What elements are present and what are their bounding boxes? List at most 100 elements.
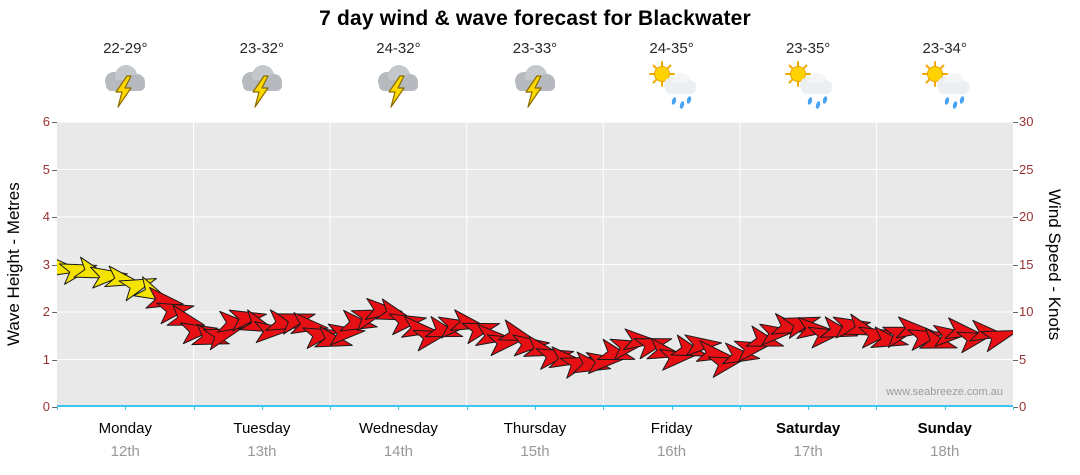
day-label-thursday: Thursday	[503, 420, 567, 437]
day-label-friday: Friday	[650, 420, 693, 437]
wind-arrow	[166, 304, 206, 326]
wind-arrow	[695, 340, 735, 362]
wind-arrow	[919, 327, 958, 349]
sun-cloud-rain-graphic	[648, 61, 697, 109]
storm-cloud-lightning-graphic	[241, 65, 282, 108]
right-axis-tick: 20	[1019, 209, 1034, 224]
chart-title: 7 day wind & wave forecast for Blackwate…	[319, 7, 751, 30]
wind-arrow	[498, 319, 537, 342]
sun-shower-icon	[780, 61, 836, 111]
wind-arrow	[179, 322, 219, 345]
temperature-label: 24-35°	[649, 40, 694, 57]
wind-arrow	[745, 325, 785, 347]
sun-cloud-rain-graphic	[921, 61, 970, 109]
bottom-axis-tickmark	[261, 407, 263, 410]
wind-arrow	[375, 298, 414, 321]
bottom-axis-tickmark	[398, 407, 400, 410]
date-label: 17th	[793, 443, 823, 460]
sun-shower-icon	[644, 61, 700, 111]
temperature-label: 23-32°	[239, 40, 285, 57]
right-axis-tickmark	[1013, 169, 1018, 171]
bottom-axis-tickmark	[603, 407, 605, 410]
wind-arrow	[314, 325, 353, 348]
storm-cloud-lightning-graphic	[105, 65, 146, 108]
storm-cloud-lightning-graphic	[515, 65, 555, 108]
bottom-axis-tickmark	[876, 407, 878, 410]
right-axis-tickmark	[1013, 264, 1018, 266]
day-label-tuesday: Tuesday	[233, 420, 291, 437]
left-axis-tickmark	[52, 407, 57, 408]
left-axis-tick: 5	[42, 161, 50, 177]
right-axis-title: Wind Speed - Knots	[1045, 188, 1064, 341]
storm-cloud-lightning-graphic	[378, 65, 419, 108]
bottom-axis-tickmark	[330, 407, 332, 410]
plot-area: www.seabreeze.com.au	[44, 121, 1019, 407]
wind-arrow	[388, 313, 427, 336]
wind-arrow	[858, 326, 897, 349]
bottom-axis-tickmark	[808, 407, 810, 410]
left-axis-tickmark	[52, 359, 57, 361]
left-axis-tickmark	[52, 264, 57, 266]
day-label-wednesday: Wednesday	[358, 420, 438, 437]
sun-cloud-rain-graphic	[785, 61, 833, 109]
wind-arrow	[156, 302, 195, 325]
temperature-label: 22-29°	[103, 40, 148, 57]
bottom-axis-tickmark	[466, 407, 468, 410]
right-axis-tick: 25	[1019, 161, 1034, 177]
wind-arrow	[145, 286, 184, 309]
left-axis-tickmark	[52, 312, 57, 313]
left-axis-tick: 4	[42, 209, 50, 224]
bottom-axis-tickmark	[535, 407, 536, 410]
bottom-axis-tickmark	[193, 407, 195, 410]
date-label: 16th	[656, 443, 687, 460]
left-axis-tickmark	[52, 169, 57, 171]
right-axis-tick: 15	[1019, 256, 1034, 272]
day-label-monday: Monday	[98, 420, 152, 437]
temperature-label: 23-35°	[785, 40, 831, 57]
right-axis-tickmark	[1013, 217, 1018, 218]
right-axis-tickmark	[1013, 312, 1018, 313]
bottom-axis-tickmark	[944, 407, 946, 410]
right-axis-tickmark	[1013, 407, 1018, 408]
bottom-axis-tickmark	[1013, 407, 1014, 410]
wind-arrow	[870, 326, 909, 348]
date-label: 12th	[110, 443, 140, 460]
day-label-saturday: Saturday	[776, 420, 841, 437]
date-label: 14th	[383, 443, 414, 460]
right-axis-tickmark	[1013, 122, 1018, 123]
wind-arrow	[290, 312, 329, 334]
temperature-label: 24-32°	[376, 40, 421, 57]
left-axis-tick: 2	[42, 304, 50, 319]
left-axis-tick: 6	[42, 114, 50, 129]
wind-arrow	[228, 309, 267, 332]
bottom-axis-tickmark	[125, 407, 127, 410]
right-axis-tick: 30	[1019, 114, 1034, 129]
storm-icon	[370, 61, 426, 111]
wind-arrow	[722, 342, 761, 365]
left-axis-tickmark	[52, 122, 57, 123]
temperature-label: 23-33°	[512, 40, 558, 57]
wind-arrow	[461, 322, 501, 345]
left-axis-tickmark	[52, 217, 57, 218]
date-label: 13th	[247, 443, 277, 460]
bottom-axis-tickmark	[57, 407, 58, 410]
day-label-sunday: Sunday	[917, 420, 972, 437]
date-label: 18th	[930, 443, 960, 460]
bottom-axis-tickmark	[739, 407, 741, 410]
x-axis-baseline	[57, 405, 1013, 407]
watermark: www.seabreeze.com.au	[886, 386, 1003, 398]
sun-shower-icon	[917, 61, 973, 111]
right-axis-tick: 5	[1019, 351, 1027, 367]
wind-arrow	[203, 328, 242, 351]
wind-arrows-plot	[44, 121, 1019, 407]
bottom-axis-tickmark	[671, 407, 673, 410]
wind-arrow	[633, 338, 673, 360]
wind-arrow	[364, 298, 403, 320]
storm-icon	[234, 61, 290, 111]
right-axis-tick: 10	[1019, 304, 1034, 319]
left-axis-tick: 0	[42, 399, 50, 414]
wind-arrow	[254, 321, 292, 344]
date-label: 15th	[520, 443, 550, 460]
right-axis-tickmark	[1013, 359, 1018, 361]
